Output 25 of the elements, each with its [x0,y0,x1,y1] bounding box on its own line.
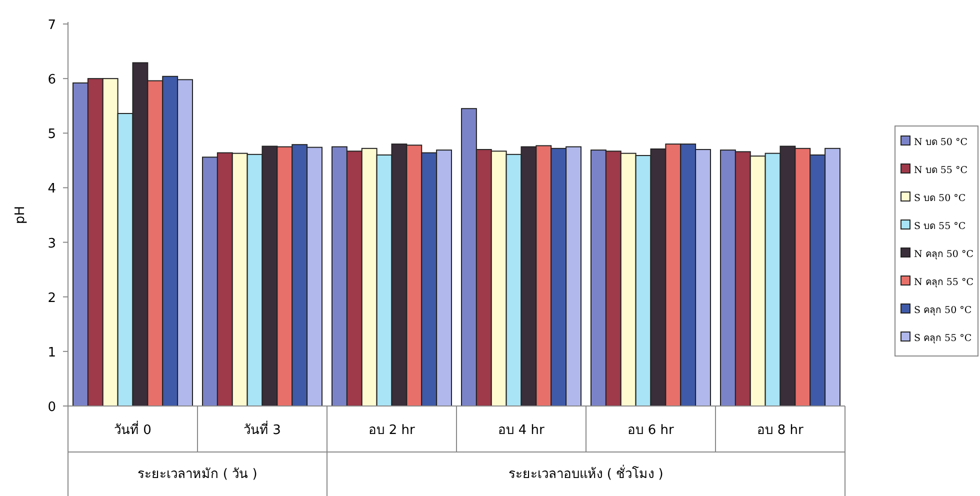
x-tick-label: อบ 8 hr [757,423,804,438]
y-tick-label: 6 [48,72,56,88]
legend-label: S คลุก 50 °C [914,305,972,316]
legend-label: N บด 50 °C [914,137,968,148]
y-tick-label: 3 [48,236,56,252]
y-tick-label: 2 [48,290,56,306]
legend-label: N บด 55 °C [914,165,968,176]
y-tick-label: 0 [48,400,56,415]
legend-label: S บด 55 °C [914,221,966,232]
y-tick-label: 7 [48,18,56,33]
x-tick-label: อบ 6 hr [628,423,674,438]
x-tick-label: วันที่ 3 [244,421,281,438]
y-tick-label: 4 [48,182,56,197]
legend-label: N คลุก 55 °C [914,277,974,288]
text: ระยะเวลาหมัก ( วัน ) [138,467,258,482]
x-tick-label: อบ 2 hr [368,423,416,438]
y-axis-title: pH [13,206,28,224]
legend-label: N คลุก 50 °C [914,249,974,260]
legend-label: S บด 50 °C [914,193,966,204]
text: ระยะเวลาอบแห้ง ( ชั่วโมง ) [508,465,664,482]
x-tick-label: อบ 4 hr [498,423,545,438]
legend-label: S คลุก 55 °C [914,333,972,344]
y-tick-label: 5 [48,127,56,142]
x-tick-label: วันที่ 0 [114,421,152,438]
y-tick-label: 1 [48,345,56,360]
